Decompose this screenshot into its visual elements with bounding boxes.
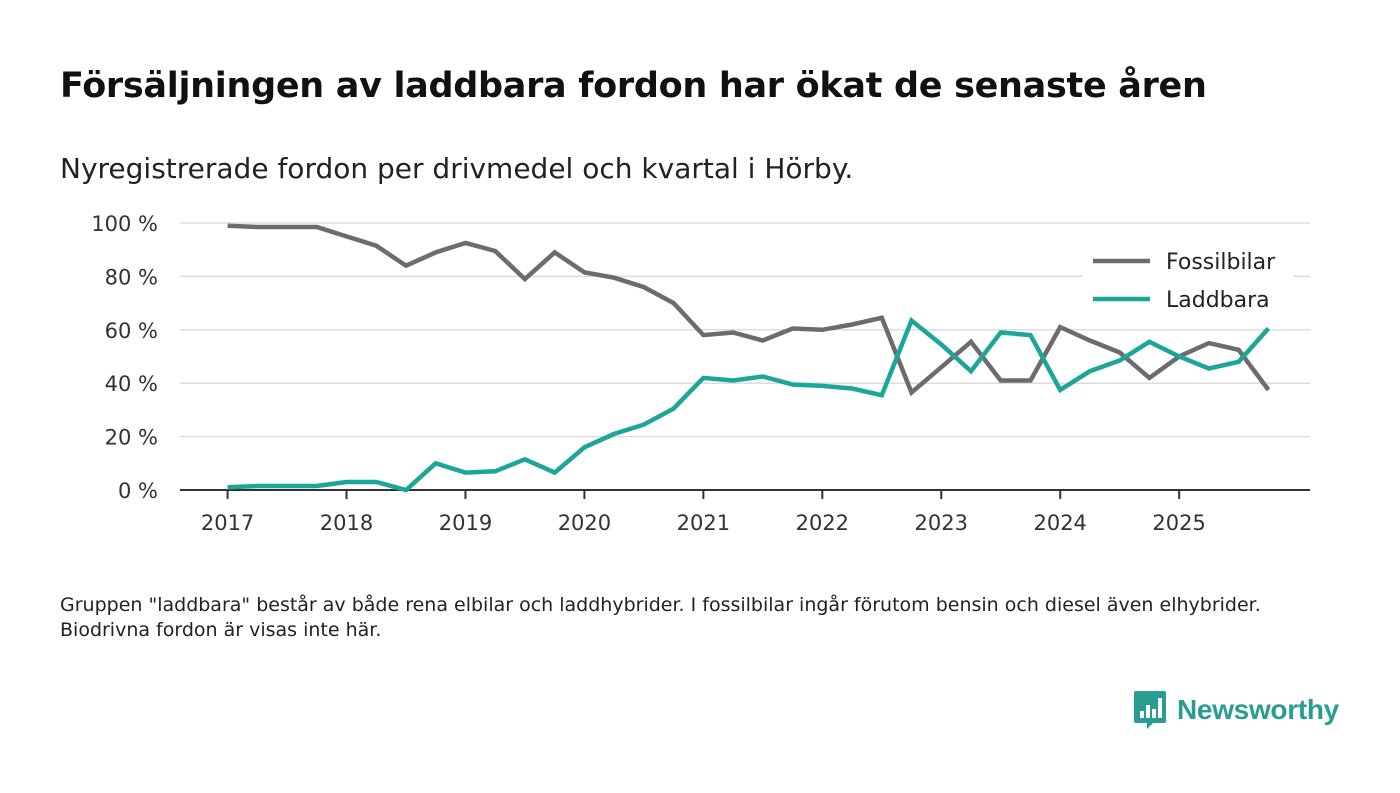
x-tick-label: 2024 (1033, 511, 1086, 535)
y-tick-label: 0 % (118, 479, 158, 503)
x-tick-label: 2020 (558, 511, 611, 535)
x-tick-label: 2018 (320, 511, 373, 535)
line-chart: 0 % 20 % 40 % 60 % 80 % 100 % 2017 2018 2019 202… (91, 212, 1310, 535)
legend-label-fossilbilar: Fossilbilar (1166, 250, 1276, 275)
series-lines (227, 223, 1271, 493)
legend-label-laddbara: Laddbara (1166, 288, 1270, 313)
x-tick-label: 2021 (677, 511, 730, 535)
y-tick-label: 80 % (105, 265, 158, 289)
series-line-laddbara (227, 316, 1271, 493)
brand-logo: Newsworthy (1133, 690, 1339, 730)
series-line-fossilbilar (227, 223, 1271, 397)
x-tick-label: 2017 (201, 511, 254, 535)
y-tick-label: 40 % (105, 372, 158, 396)
legend-background (1083, 242, 1293, 320)
y-tick-label: 100 % (91, 212, 158, 236)
newsworthy-logo-icon (1134, 691, 1166, 729)
y-tick-label: 60 % (105, 319, 158, 343)
x-axis-ticks: 2017 2018 2019 2020 2021 2022 2023 2024 2025 (201, 490, 1206, 535)
brand-name: Newsworthy (1177, 694, 1339, 725)
x-tick-label: 2023 (915, 511, 968, 535)
y-axis-ticks: 0 % 20 % 40 % 60 % 80 % 100 % (91, 212, 158, 503)
x-tick-label: 2025 (1152, 511, 1205, 535)
legend: Fossilbilar Laddbara (1083, 242, 1293, 320)
x-tick-label: 2022 (796, 511, 849, 535)
chart-title: Försäljningen av laddbara fordon har öka… (60, 66, 1207, 106)
x-tick-label: 2019 (439, 511, 492, 535)
footnote: Gruppen "laddbara" består av både rena e… (60, 594, 1261, 641)
chart-subtitle: Nyregistrerade fordon per drivmedel och … (60, 152, 854, 185)
y-tick-label: 20 % (105, 426, 158, 450)
